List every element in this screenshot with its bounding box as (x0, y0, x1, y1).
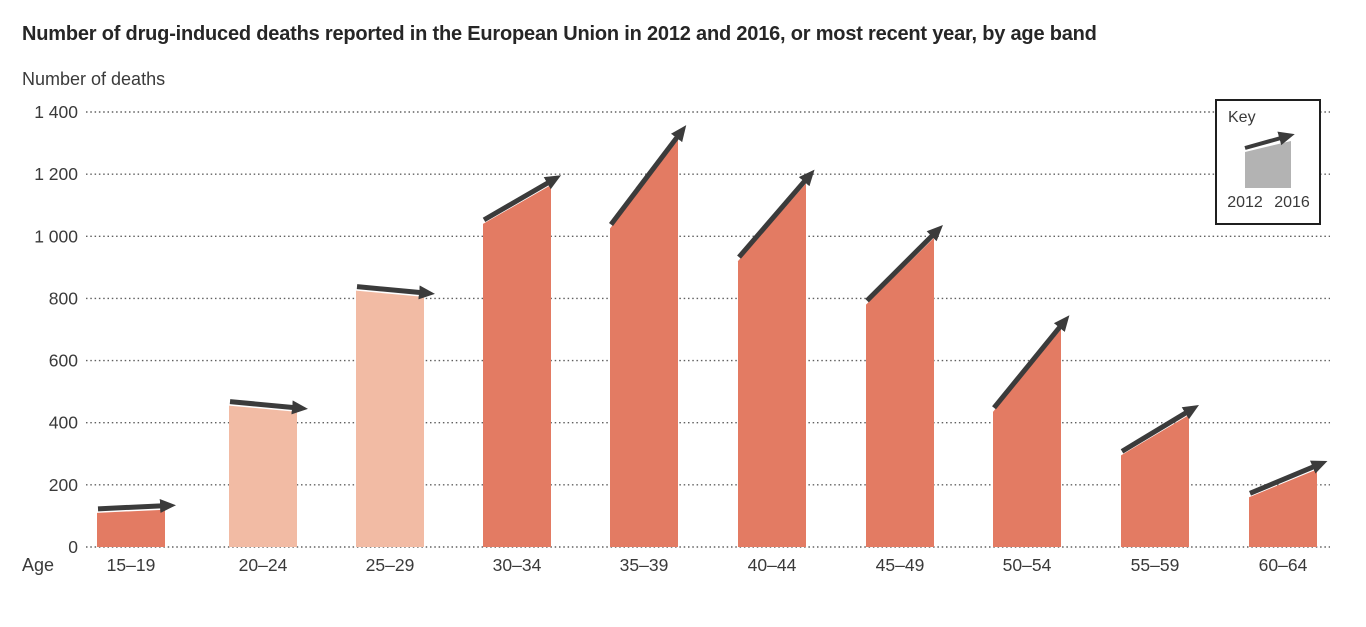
bar-25–29 (356, 290, 424, 547)
bar-60–64 (1249, 469, 1317, 547)
x-tick-label-50–54: 50–54 (1003, 555, 1052, 575)
y-axis-title: Number of deaths (22, 69, 166, 89)
y-tick-label-600: 600 (49, 351, 78, 371)
trend-arrow-55–59 (1120, 404, 1199, 454)
y-tick-label-800: 800 (49, 288, 78, 308)
key-year-to: 2016 (1274, 194, 1310, 211)
trend-arrow-40–44 (737, 169, 815, 259)
bar-55–59 (1121, 414, 1189, 547)
x-tick-label-25–29: 25–29 (366, 555, 415, 575)
bar-40–44 (738, 183, 806, 547)
key-year-from: 2012 (1227, 194, 1263, 211)
key-box: Key 2012 2016 (1215, 99, 1321, 225)
y-tick-label-1000: 1 000 (34, 226, 78, 246)
x-axis-title: Age (22, 555, 54, 575)
bar-15–19 (97, 509, 165, 547)
y-tick-label-1200: 1 200 (34, 164, 78, 184)
trend-arrow-30–34 (482, 175, 562, 223)
trend-arrow-35–39 (609, 125, 687, 227)
bar-45–49 (866, 237, 934, 547)
x-tick-label-60–64: 60–64 (1259, 555, 1308, 575)
key-glyph (1245, 141, 1291, 188)
x-tick-label-15–19: 15–19 (107, 555, 156, 575)
x-tick-label-35–39: 35–39 (620, 555, 669, 575)
x-tick-label-20–24: 20–24 (239, 555, 288, 575)
y-tick-label-200: 200 (49, 475, 78, 495)
bar-20–24 (229, 405, 297, 547)
y-tick-label-400: 400 (49, 413, 78, 433)
key-arrow-icon (1244, 131, 1295, 150)
trend-arrow-20–24 (229, 399, 308, 415)
bar-50–54 (993, 329, 1061, 547)
key-title: Key (1228, 109, 1256, 126)
y-tick-label-1400: 1 400 (34, 102, 78, 122)
y-tick-label-0: 0 (68, 537, 78, 557)
x-tick-label-55–59: 55–59 (1131, 555, 1180, 575)
bar-35–39 (610, 139, 678, 547)
x-tick-label-30–34: 30–34 (493, 555, 542, 575)
plot-area: 0 200 400 600 800 1 000 1 200 1 400 15–19 20–24 25… (22, 99, 1330, 575)
x-tick-label-45–49: 45–49 (876, 555, 925, 575)
chart-title: Number of drug-induced deaths reported i… (22, 23, 1097, 45)
trend-arrow-45–49 (865, 224, 943, 303)
trend-arrow-25–29 (356, 284, 435, 300)
trend-arrow-50–54 (992, 315, 1070, 410)
trend-arrow-15–19 (97, 498, 176, 513)
trend-arrow-60–64 (1249, 460, 1328, 496)
bar-30–34 (483, 185, 551, 547)
x-tick-label-40–44: 40–44 (748, 555, 797, 575)
